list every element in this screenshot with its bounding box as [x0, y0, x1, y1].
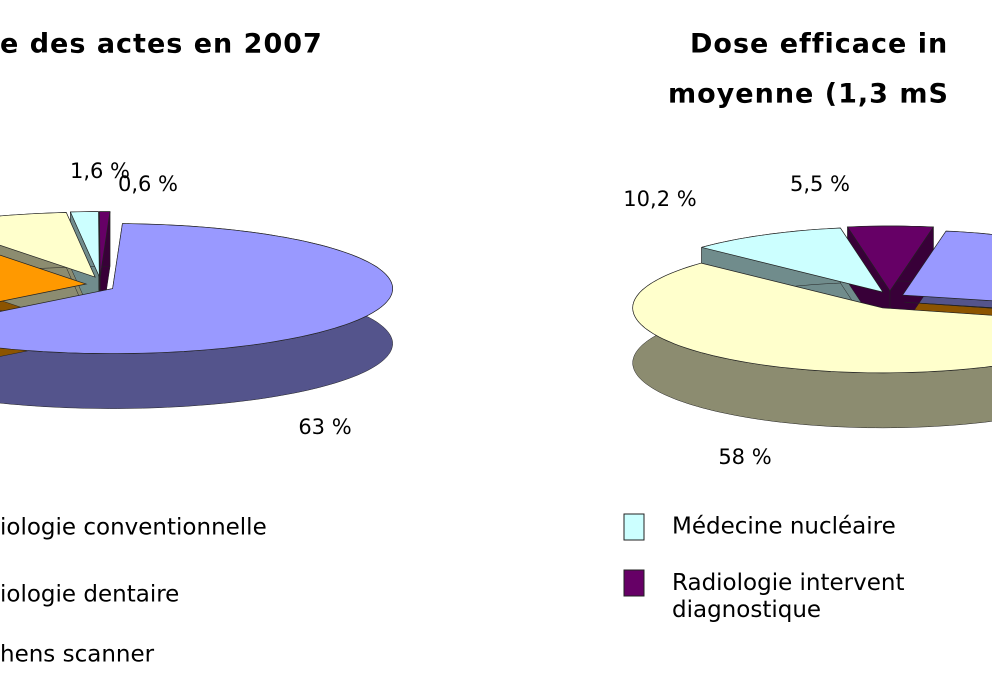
legend-swatch: [623, 513, 645, 541]
slice: [846, 225, 935, 292]
slice: [632, 262, 992, 374]
slice-label: 58 %: [718, 445, 771, 469]
slice-label: 1,6 %: [70, 159, 130, 183]
slice: [904, 301, 992, 309]
slice-label: 0,6 %: [118, 172, 178, 196]
slice: [901, 230, 992, 302]
slice-label: 10,2 %: [623, 187, 696, 211]
slice-label: 5,5 %: [790, 172, 850, 196]
chart-title: moyenne (1,3 mS: [668, 79, 949, 110]
slice: [99, 211, 111, 277]
legend-label: iologie dentaire: [0, 582, 179, 608]
legend-label: Médecine nucléaire: [672, 514, 896, 540]
slice: [69, 211, 100, 277]
slice: [0, 254, 88, 302]
slice: [701, 227, 884, 293]
legend-label: iologie conventionnelle: [0, 515, 267, 541]
chart-title: e des actes en 2007: [0, 29, 323, 60]
legend-label: Radiologie intervent diagnostique: [672, 570, 905, 623]
slice: [0, 212, 96, 278]
slice-label: 63 %: [298, 415, 351, 439]
chart-title: Dose efficace in: [690, 29, 948, 60]
pie-tops: [632, 225, 992, 374]
legend-label: hens scanner: [0, 642, 155, 668]
legend-swatch: [623, 569, 645, 597]
pie-tops: [0, 211, 393, 354]
slice: [0, 223, 393, 354]
